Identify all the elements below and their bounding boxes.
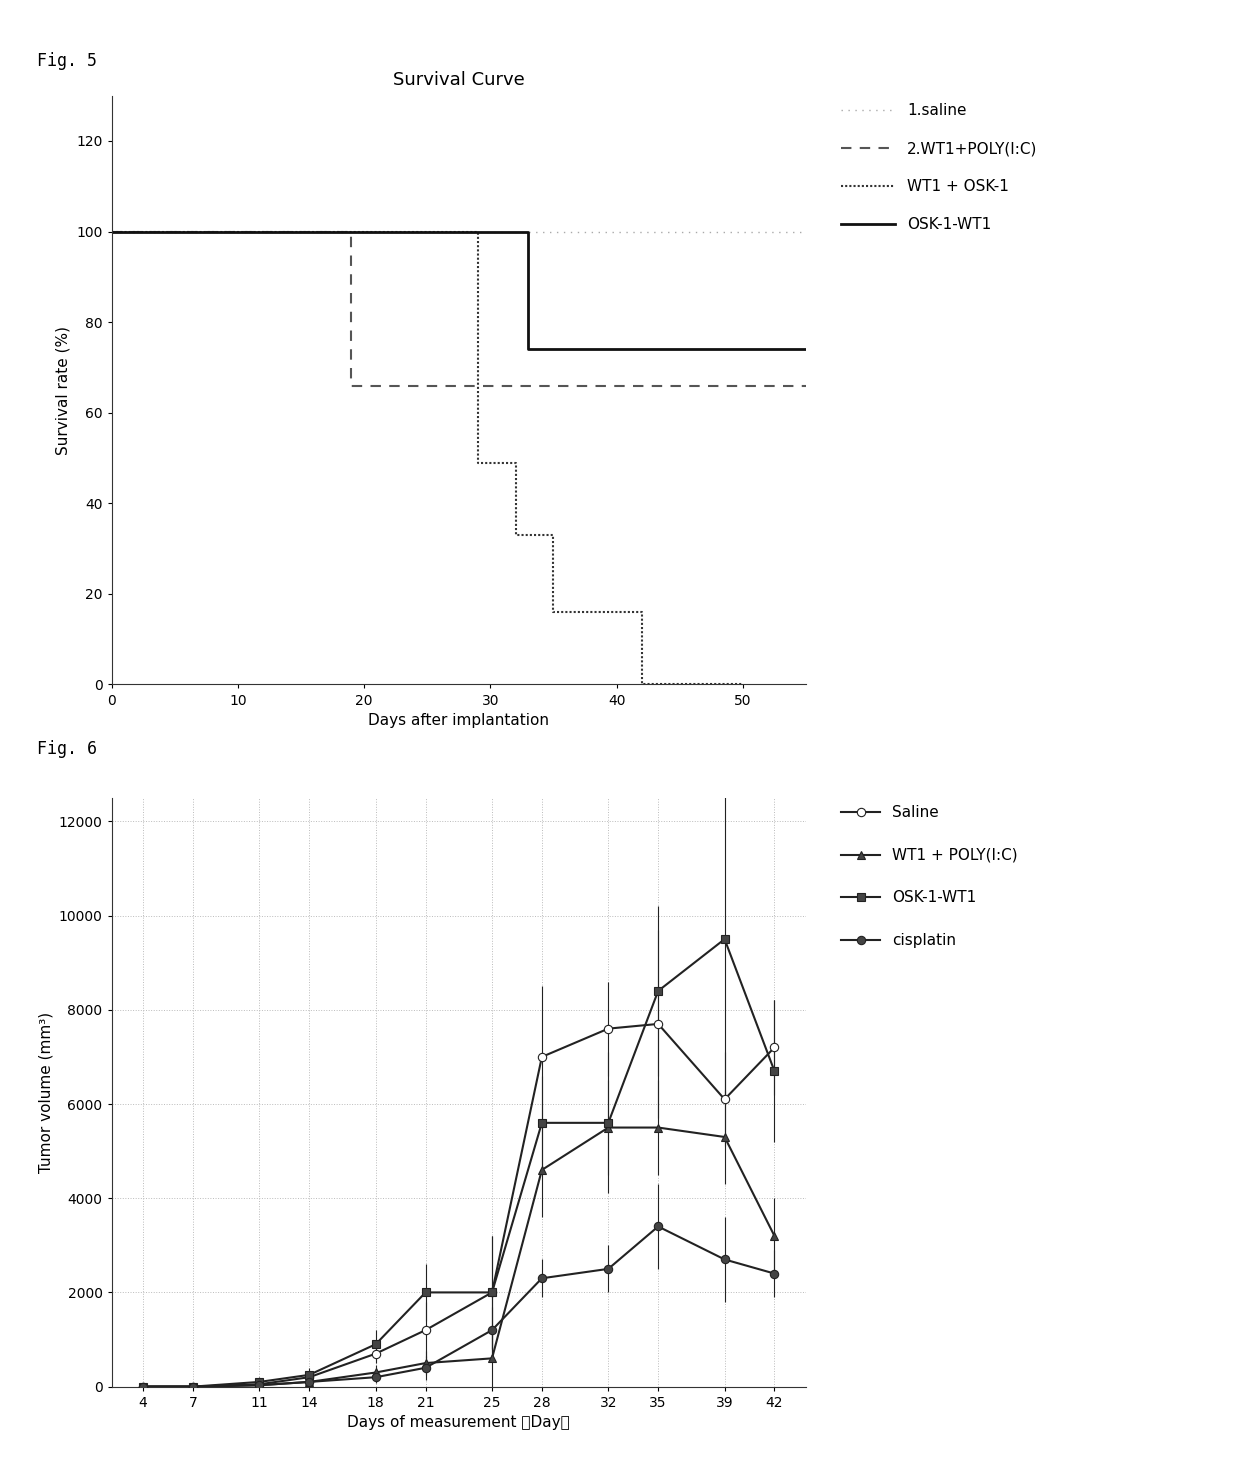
Legend: 1.saline, 2.WT1+POLY(I:C), WT1 + OSK-1, OSK-1-WT1: 1.saline, 2.WT1+POLY(I:C), WT1 + OSK-1, …: [842, 103, 1038, 233]
Legend: Saline, WT1 + POLY(I:C), OSK-1-WT1, cisplatin: Saline, WT1 + POLY(I:C), OSK-1-WT1, cisp…: [842, 805, 1018, 948]
Y-axis label: Tumor volume (mm³): Tumor volume (mm³): [38, 1011, 53, 1173]
Title: Survival Curve: Survival Curve: [393, 71, 525, 88]
Text: Fig. 6: Fig. 6: [37, 740, 97, 758]
Text: Fig. 5: Fig. 5: [37, 52, 97, 69]
X-axis label: Days of measurement 〈Day〉: Days of measurement 〈Day〉: [347, 1415, 570, 1431]
X-axis label: Days after implantation: Days after implantation: [368, 712, 549, 729]
Y-axis label: Survival rate (%): Survival rate (%): [56, 325, 71, 455]
